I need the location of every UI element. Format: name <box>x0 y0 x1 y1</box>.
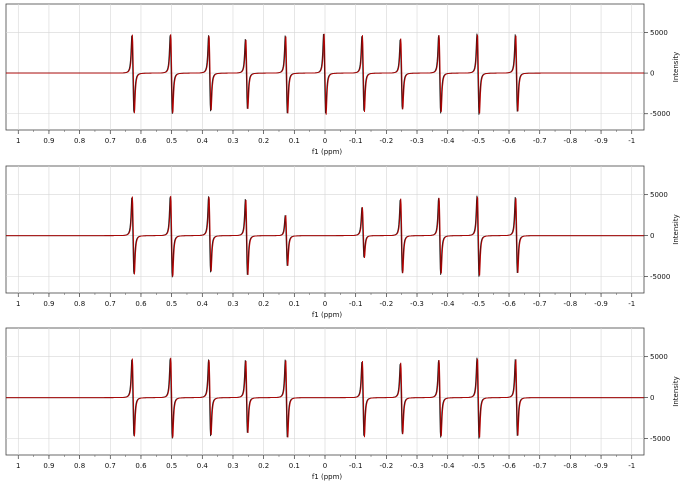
x-tick-label: 0.3 <box>227 300 238 308</box>
x-tick-label: -0.7 <box>533 462 547 470</box>
x-tick-label: -0.5 <box>472 462 486 470</box>
x-tick-label: 0.7 <box>105 300 116 308</box>
x-tick-label: -0.3 <box>410 137 424 145</box>
x-tick-label: -0.6 <box>502 137 516 145</box>
x-tick-label: 0.7 <box>105 137 116 145</box>
x-tick-label: -0.9 <box>594 462 608 470</box>
y-tick-label: -5000 <box>650 273 670 281</box>
x-tick-label: -0.9 <box>594 300 608 308</box>
x-tick-label: 0.5 <box>166 462 177 470</box>
x-tick-label: -0.4 <box>441 462 455 470</box>
x-tick-label: 0.2 <box>258 137 269 145</box>
spectrum-trace-red <box>6 33 644 115</box>
x-tick-label: 0.6 <box>135 462 147 470</box>
x-tick-label: 0.4 <box>197 137 209 145</box>
x-tick-label: 0.8 <box>74 137 85 145</box>
x-tick-label: -0.2 <box>380 137 394 145</box>
x-tick-label: 0.9 <box>43 300 54 308</box>
x-tick-label: 0.6 <box>135 137 147 145</box>
y-tick-label: 0 <box>650 394 654 402</box>
y-tick-label: -5000 <box>650 110 670 118</box>
y-tick-label: 0 <box>650 232 654 240</box>
x-tick-label: 0 <box>323 462 327 470</box>
x-tick-label: 0.4 <box>197 300 209 308</box>
x-tick-label: 0.2 <box>258 462 269 470</box>
x-tick-label: -0.4 <box>441 300 455 308</box>
x-tick-label: -0.1 <box>349 300 363 308</box>
x-tick-label: -0.8 <box>564 137 578 145</box>
x-tick-label: 0.4 <box>197 462 209 470</box>
x-tick-label: 0.3 <box>227 462 238 470</box>
x-tick-label: 0 <box>323 137 327 145</box>
x-tick-label: -0.7 <box>533 300 547 308</box>
x-tick-label: 1 <box>16 462 20 470</box>
x-tick-label: 1 <box>16 137 20 145</box>
x-tick-label: -0.3 <box>410 462 424 470</box>
y-tick-label: 5000 <box>650 353 668 361</box>
x-tick-label: 0.1 <box>289 300 300 308</box>
x-tick-label: 0.8 <box>74 300 85 308</box>
x-tick-label: -0.8 <box>564 462 578 470</box>
y-axis-title: Intensity <box>672 52 680 82</box>
y-axis-title: Intensity <box>672 376 680 406</box>
x-tick-label: -0.7 <box>533 137 547 145</box>
x-tick-label: 0.8 <box>74 462 85 470</box>
y-tick-label: 0 <box>650 70 654 78</box>
y-tick-label: 5000 <box>650 29 668 37</box>
x-axis-title: f1 (ppm) <box>312 311 343 319</box>
x-tick-label: 0.5 <box>166 137 177 145</box>
y-tick-label: 5000 <box>650 191 668 199</box>
x-tick-label: -1 <box>628 137 635 145</box>
spectrum-trace-red <box>6 195 644 277</box>
spectrum-trace-red <box>6 357 644 438</box>
x-tick-label: 1 <box>16 300 20 308</box>
x-tick-label: -0.8 <box>564 300 578 308</box>
x-tick-label: 0.1 <box>289 462 300 470</box>
x-tick-label: -0.6 <box>502 462 516 470</box>
x-tick-label: -1 <box>628 300 635 308</box>
x-tick-label: 0.6 <box>135 300 147 308</box>
x-tick-label: -0.6 <box>502 300 516 308</box>
x-tick-label: 0.3 <box>227 137 238 145</box>
x-tick-label: -0.5 <box>472 300 486 308</box>
x-tick-label: -1 <box>628 462 635 470</box>
x-tick-label: -0.4 <box>441 137 455 145</box>
x-tick-label: 0.2 <box>258 300 269 308</box>
x-tick-label: -0.9 <box>594 137 608 145</box>
x-tick-label: -0.1 <box>349 137 363 145</box>
x-axis-title: f1 (ppm) <box>312 148 343 156</box>
x-tick-label: -0.1 <box>349 462 363 470</box>
x-axis-title: f1 (ppm) <box>312 473 343 481</box>
x-tick-label: -0.2 <box>380 462 394 470</box>
x-tick-label: 0.1 <box>289 137 300 145</box>
x-tick-label: 0.9 <box>43 137 54 145</box>
x-tick-label: 0.5 <box>166 300 177 308</box>
x-tick-label: -0.3 <box>410 300 424 308</box>
x-tick-label: 0.7 <box>105 462 116 470</box>
x-tick-label: -0.2 <box>380 300 394 308</box>
y-axis-title: Intensity <box>672 214 680 244</box>
x-tick-label: 0 <box>323 300 327 308</box>
y-tick-label: -5000 <box>650 435 670 443</box>
x-tick-label: 0.9 <box>43 462 54 470</box>
x-tick-label: -0.5 <box>472 137 486 145</box>
